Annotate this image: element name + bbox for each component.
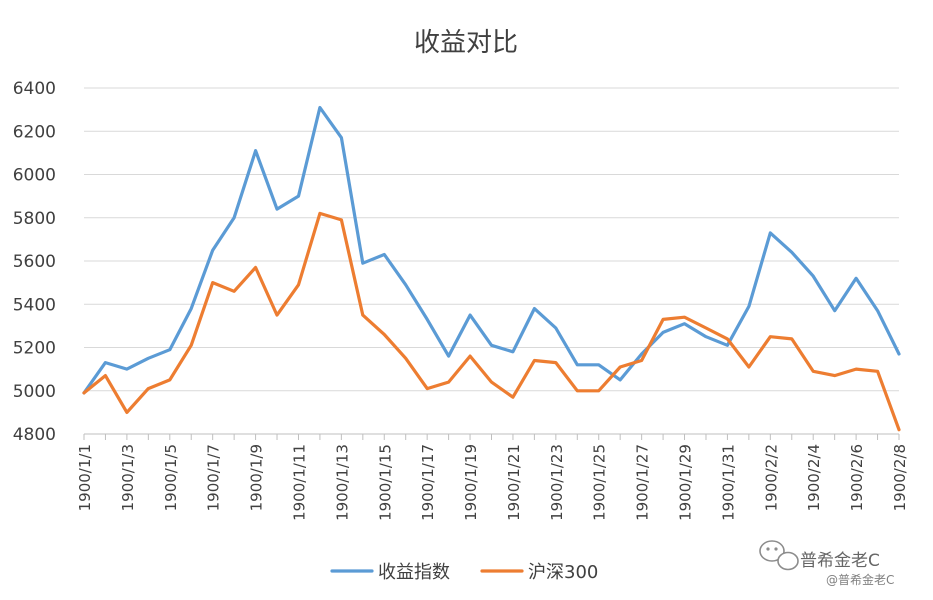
y-axis: 4800 5000 5200 5400 5600 5800 6000 6200 6400 (13, 79, 56, 445)
series-group (82, 105, 901, 432)
x-tick-label: 1900/1/31 (719, 444, 737, 521)
x-tick-label: 1900/2/4 (805, 444, 823, 511)
x-tick-label: 1900/1/1 (76, 444, 94, 511)
wechat-icon (759, 540, 799, 571)
legend-label: 收益指数 (378, 562, 450, 583)
y-tick-label: 5400 (13, 295, 56, 315)
x-tick-label: 1900/1/3 (119, 444, 137, 511)
x-tick-label: 1900/1/25 (591, 444, 609, 521)
x-tick-label: 1900/1/19 (462, 444, 480, 521)
legend: 收益指数 沪深300 (330, 562, 598, 583)
x-axis: 1900/1/1 1900/1/3 1900/1/5 1900/1/7 1900/1/9… (76, 433, 909, 521)
x-tick-label: 1900/2/6 (848, 444, 866, 511)
x-tick-label: 1900/1/17 (419, 444, 437, 521)
y-tick-label: 5800 (13, 209, 56, 229)
x-tick-label: 1900/1/13 (333, 444, 351, 521)
y-tick-label: 5000 (13, 382, 56, 402)
legend-label: 沪深300 (528, 562, 598, 583)
chart-title: 收益对比 (414, 28, 518, 58)
watermark: 普希金老C @普希金老C (759, 540, 894, 587)
y-tick-label: 5200 (13, 339, 56, 359)
y-tick-label: 5600 (13, 252, 56, 272)
y-tick-label: 4800 (13, 425, 56, 445)
y-tick-label: 6000 (13, 166, 56, 186)
watermark-subtext: @普希金老C (826, 572, 894, 587)
x-tick-label: 1900/1/23 (548, 444, 566, 521)
x-tick-label: 1900/2/8 (891, 444, 909, 511)
x-tick-label: 1900/2/2 (762, 444, 780, 511)
x-tick-label: 1900/1/15 (376, 444, 394, 521)
grid (84, 87, 899, 435)
x-tick-label: 1900/1/21 (505, 444, 523, 521)
watermark-text: 普希金老C (800, 551, 880, 571)
series-line-1 (82, 211, 901, 432)
series-line-0 (82, 105, 901, 395)
x-tick-label: 1900/1/9 (248, 444, 266, 511)
y-tick-label: 6200 (13, 122, 56, 142)
x-tick-label: 1900/1/5 (162, 444, 180, 511)
x-tick-label: 1900/1/7 (205, 444, 223, 511)
y-tick-label: 6400 (13, 79, 56, 99)
x-tick-label: 1900/1/27 (634, 444, 652, 521)
x-tick-label: 1900/1/11 (290, 444, 308, 521)
x-tick-label: 1900/1/29 (677, 444, 695, 521)
